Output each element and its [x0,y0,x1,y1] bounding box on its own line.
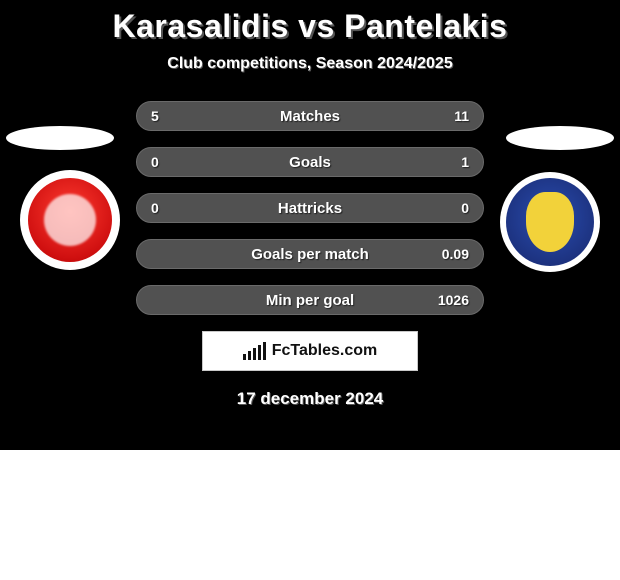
stat-value-left: 5 [151,108,159,124]
stat-value-left: 0 [151,200,159,216]
stat-row: Min per goal 1026 [136,285,484,315]
bars-icon [243,342,266,360]
stat-value-right: 11 [454,108,469,124]
stats-list: 5 Matches 11 0 Goals 1 0 Hattricks 0 Goa… [0,101,620,315]
stat-label: Matches [280,108,340,125]
subtitle: Club competitions, Season 2024/2025 [0,55,620,73]
comparison-panel: Karasalidis vs Pantelakis Club competiti… [0,0,620,450]
stat-row: 5 Matches 11 [136,101,484,131]
stat-value-right: 1026 [438,292,469,308]
source-logo-text: FcTables.com [272,342,378,360]
stat-value-left: 0 [151,154,159,170]
stat-label: Min per goal [266,292,354,309]
stat-row: 0 Goals 1 [136,147,484,177]
stat-value-right: 1 [461,154,469,170]
stat-label: Goals per match [251,246,369,263]
stat-row: Goals per match 0.09 [136,239,484,269]
stat-value-right: 0.09 [442,246,469,262]
date-label: 17 december 2024 [0,389,620,409]
stat-row: 0 Hattricks 0 [136,193,484,223]
stat-label: Hattricks [278,200,342,217]
stat-label: Goals [289,154,331,171]
stat-value-right: 0 [461,200,469,216]
page-title: Karasalidis vs Pantelakis [0,8,620,45]
source-logo: FcTables.com [202,331,418,371]
